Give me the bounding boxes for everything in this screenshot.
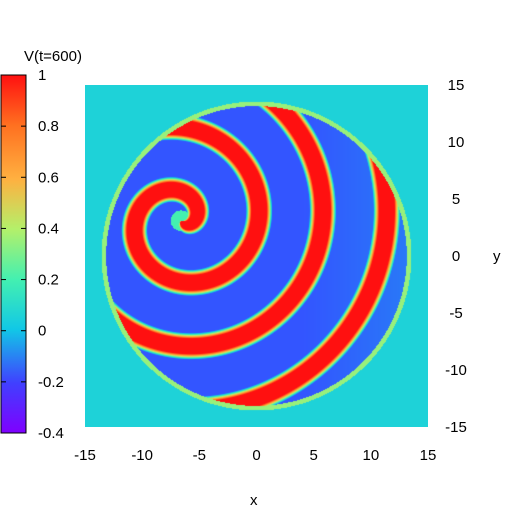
x-axis-label: x	[250, 492, 258, 509]
x-axis: -15 -10 -5 0 5 10 15	[74, 447, 436, 464]
y-tick-label: 0	[452, 248, 460, 265]
y-tick-label: -10	[445, 362, 467, 379]
colorbar-tick-label: 0.2	[38, 272, 59, 289]
y-axis-label: y	[493, 248, 501, 265]
colorbar: 1 0.8 0.6 0.4 0.2 0 -0.2 -0.4 V(t=600)	[0, 48, 82, 442]
colorbar-tick-label: 0.6	[38, 169, 59, 186]
colorbar-tick-label: 0.8	[38, 118, 59, 135]
y-tick-label: -15	[445, 419, 467, 436]
y-tick-label: 15	[448, 77, 465, 94]
colorbar-tick-label: 0	[38, 323, 46, 340]
y-tick-label: 5	[452, 191, 460, 208]
y-axis: 15 10 5 0 -5 -10 -15	[445, 77, 467, 436]
spiral-wave-image	[85, 85, 428, 427]
colorbar-tick-label: -0.4	[38, 425, 64, 442]
x-tick-label: -10	[131, 447, 153, 464]
y-tick-label: 10	[448, 134, 465, 151]
x-tick-label: 10	[362, 447, 379, 464]
y-tick-label: -5	[449, 305, 462, 322]
colorbar-tick-label: -0.2	[38, 374, 64, 391]
colorbar-fill	[0, 74, 27, 434]
x-tick-label: 15	[420, 447, 437, 464]
x-tick-label: 5	[309, 447, 317, 464]
colorbar-tick-label: 1	[38, 67, 46, 84]
x-tick-label: -15	[74, 447, 96, 464]
colorbar-title: V(t=600)	[24, 48, 82, 65]
x-tick-label: -5	[193, 447, 206, 464]
x-tick-label: 0	[252, 447, 260, 464]
colorbar-tick-label: 0.4	[38, 220, 59, 237]
heatmap	[85, 85, 428, 427]
colorbar-ticks: 1 0.8 0.6 0.4 0.2 0 -0.2 -0.4	[1, 67, 64, 442]
